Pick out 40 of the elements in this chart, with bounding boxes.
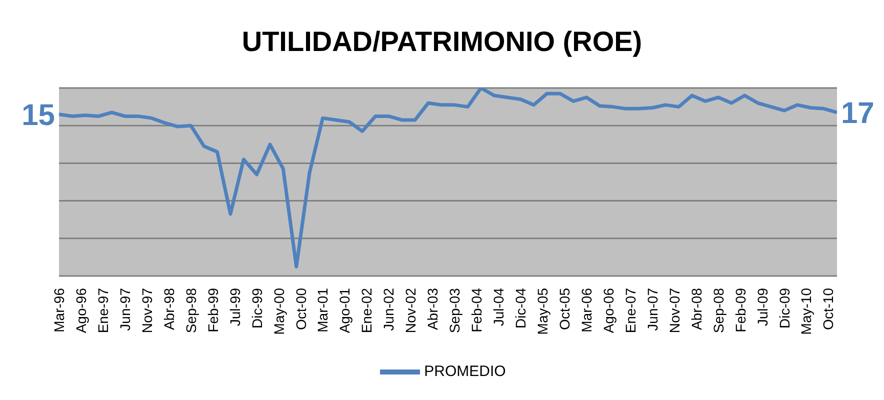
x-tick-label: Feb-04: [468, 288, 485, 332]
x-tick-label: Nov-02: [402, 288, 419, 334]
x-tick-label: Sep-03: [446, 288, 463, 334]
x-tick-label: May-05: [534, 288, 551, 335]
x-tick-label: Mar-96: [51, 288, 67, 332]
x-tick-label: Feb-09: [732, 288, 748, 332]
x-tick-label: Feb-99: [204, 288, 221, 332]
x-tick-label: Ene-97: [94, 288, 111, 334]
chart-title: UTILIDAD/PATRIMONIO (ROE): [240, 25, 644, 59]
x-tick-label: Ene-07: [622, 288, 638, 334]
legend-label: PROMEDIO: [424, 362, 506, 380]
x-tick-label: Abr-08: [688, 288, 704, 330]
x-tick-label: Oct-10: [820, 288, 836, 330]
x-tick-label: Jun-07: [644, 288, 660, 331]
x-tick-label: Nov-97: [138, 288, 155, 334]
x-tick-label: Jul-04: [490, 288, 507, 326]
x-tick-label: Dic-99: [248, 288, 265, 328]
x-tick-label: Ene-02: [358, 288, 375, 334]
x-tick-label: Mar-01: [314, 288, 331, 332]
x-tick-label: Ago-01: [336, 288, 353, 334]
x-tick-label: Sep-98: [182, 288, 199, 334]
x-tick-label: Nov-07: [666, 288, 682, 334]
x-tick-label: Ago-96: [72, 288, 89, 334]
x-tick-label: Mar-06: [578, 288, 594, 332]
x-tick-label: Dic-04: [512, 288, 529, 328]
x-tick-label: Oct-05: [556, 288, 572, 330]
x-tick-label: May-10: [798, 288, 814, 335]
x-tick-label: Oct-00: [292, 288, 309, 330]
annotation: 15: [22, 98, 55, 132]
x-tick-label: Ago-06: [600, 288, 616, 334]
x-tick-label: Jun-97: [116, 288, 133, 331]
x-tick-label: Dic-09: [776, 288, 792, 328]
x-tick-label: May-00: [270, 288, 287, 335]
x-tick-label: Sep-08: [710, 288, 726, 334]
annotation: 17: [841, 97, 874, 130]
x-tick-label: Jul-99: [226, 288, 243, 326]
x-tick-label: Jun-02: [380, 288, 397, 331]
x-tick-label: Abr-98: [160, 288, 177, 330]
x-tick-label: Jul-09: [754, 288, 770, 326]
x-tick-label: Abr-03: [424, 288, 441, 330]
